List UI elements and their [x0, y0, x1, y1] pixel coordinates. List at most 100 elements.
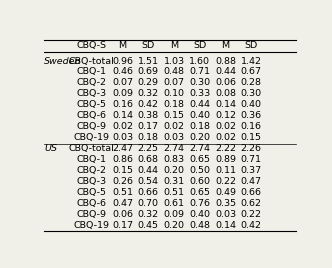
Text: 2.22: 2.22: [215, 144, 236, 153]
Text: CBQ-1: CBQ-1: [77, 68, 107, 76]
Text: 2.25: 2.25: [138, 144, 159, 153]
Text: 0.86: 0.86: [112, 155, 133, 164]
Text: 0.26: 0.26: [112, 177, 133, 186]
Text: Sweden: Sweden: [44, 57, 82, 66]
Text: 0.15: 0.15: [163, 111, 185, 120]
Text: 0.42: 0.42: [241, 221, 262, 230]
Text: 0.07: 0.07: [112, 79, 133, 87]
Text: CBQ-3: CBQ-3: [77, 177, 107, 186]
Text: 0.44: 0.44: [215, 68, 236, 76]
Text: 0.30: 0.30: [189, 79, 210, 87]
Text: 2.26: 2.26: [241, 144, 262, 153]
Text: CBQ-total: CBQ-total: [69, 144, 115, 153]
Text: US: US: [44, 144, 57, 153]
Text: CBQ-1: CBQ-1: [77, 155, 107, 164]
Text: 0.16: 0.16: [112, 100, 133, 109]
Text: 0.45: 0.45: [138, 221, 159, 230]
Text: 0.51: 0.51: [112, 188, 133, 197]
Text: 0.18: 0.18: [138, 133, 159, 142]
Text: 0.42: 0.42: [138, 100, 159, 109]
Text: 0.36: 0.36: [241, 111, 262, 120]
Text: 0.11: 0.11: [215, 166, 236, 175]
Text: 0.47: 0.47: [112, 199, 133, 208]
Text: 0.03: 0.03: [112, 133, 133, 142]
Text: 0.18: 0.18: [189, 122, 210, 131]
Text: 0.30: 0.30: [241, 89, 262, 98]
Text: 0.50: 0.50: [189, 166, 210, 175]
Text: 0.18: 0.18: [163, 100, 185, 109]
Text: 2.47: 2.47: [112, 144, 133, 153]
Text: 0.10: 0.10: [163, 89, 185, 98]
Text: 0.88: 0.88: [215, 57, 236, 66]
Text: 0.03: 0.03: [163, 133, 185, 142]
Text: 0.71: 0.71: [189, 68, 210, 76]
Text: 0.06: 0.06: [215, 79, 236, 87]
Text: M: M: [221, 41, 229, 50]
Text: 0.61: 0.61: [163, 199, 185, 208]
Text: 0.22: 0.22: [241, 210, 262, 219]
Text: SD: SD: [193, 41, 207, 50]
Text: 0.40: 0.40: [189, 210, 210, 219]
Text: CBQ-6: CBQ-6: [77, 199, 107, 208]
Text: CBQ-3: CBQ-3: [77, 89, 107, 98]
Text: 1.03: 1.03: [163, 57, 185, 66]
Text: 0.09: 0.09: [163, 210, 185, 219]
Text: 0.51: 0.51: [163, 188, 185, 197]
Text: 0.44: 0.44: [138, 166, 159, 175]
Text: 0.66: 0.66: [241, 188, 262, 197]
Text: CBQ-9: CBQ-9: [77, 122, 107, 131]
Text: CBQ-2: CBQ-2: [77, 79, 107, 87]
Text: 0.31: 0.31: [163, 177, 185, 186]
Text: CBQ-5: CBQ-5: [77, 100, 107, 109]
Text: 0.76: 0.76: [189, 199, 210, 208]
Text: 0.06: 0.06: [112, 210, 133, 219]
Text: SD: SD: [245, 41, 258, 50]
Text: CBQ-6: CBQ-6: [77, 111, 107, 120]
Text: CBQ-5: CBQ-5: [77, 188, 107, 197]
Text: 0.35: 0.35: [215, 199, 236, 208]
Text: CBQ-19: CBQ-19: [74, 221, 110, 230]
Text: 0.16: 0.16: [241, 122, 262, 131]
Text: 0.96: 0.96: [112, 57, 133, 66]
Text: 1.60: 1.60: [189, 57, 210, 66]
Text: 0.49: 0.49: [215, 188, 236, 197]
Text: 0.14: 0.14: [215, 221, 236, 230]
Text: 0.65: 0.65: [189, 188, 210, 197]
Text: 1.42: 1.42: [241, 57, 262, 66]
Text: CBQ-2: CBQ-2: [77, 166, 107, 175]
Text: 0.07: 0.07: [163, 79, 185, 87]
Text: 0.22: 0.22: [215, 177, 236, 186]
Text: 0.20: 0.20: [163, 166, 185, 175]
Text: 0.14: 0.14: [215, 100, 236, 109]
Text: 0.20: 0.20: [163, 221, 185, 230]
Text: 0.02: 0.02: [215, 122, 236, 131]
Text: M: M: [170, 41, 178, 50]
Text: CBQ-S: CBQ-S: [77, 41, 107, 50]
Text: 0.47: 0.47: [241, 177, 262, 186]
Text: 0.44: 0.44: [189, 100, 210, 109]
Text: 0.67: 0.67: [241, 68, 262, 76]
Text: 0.48: 0.48: [163, 68, 185, 76]
Text: 0.17: 0.17: [138, 122, 159, 131]
Text: 0.70: 0.70: [138, 199, 159, 208]
Text: CBQ-9: CBQ-9: [77, 210, 107, 219]
Text: 0.08: 0.08: [215, 89, 236, 98]
Text: 0.20: 0.20: [189, 133, 210, 142]
Text: 0.83: 0.83: [163, 155, 185, 164]
Text: 0.65: 0.65: [189, 155, 210, 164]
Text: 0.69: 0.69: [138, 68, 159, 76]
Text: SD: SD: [142, 41, 155, 50]
Text: 0.32: 0.32: [138, 89, 159, 98]
Text: 0.89: 0.89: [215, 155, 236, 164]
Text: 0.68: 0.68: [138, 155, 159, 164]
Text: 2.74: 2.74: [189, 144, 210, 153]
Text: 2.74: 2.74: [163, 144, 185, 153]
Text: 0.09: 0.09: [112, 89, 133, 98]
Text: 0.17: 0.17: [112, 221, 133, 230]
Text: 0.29: 0.29: [138, 79, 159, 87]
Text: 0.12: 0.12: [215, 111, 236, 120]
Text: 0.02: 0.02: [163, 122, 185, 131]
Text: 0.48: 0.48: [189, 221, 210, 230]
Text: 0.71: 0.71: [241, 155, 262, 164]
Text: 0.40: 0.40: [241, 100, 262, 109]
